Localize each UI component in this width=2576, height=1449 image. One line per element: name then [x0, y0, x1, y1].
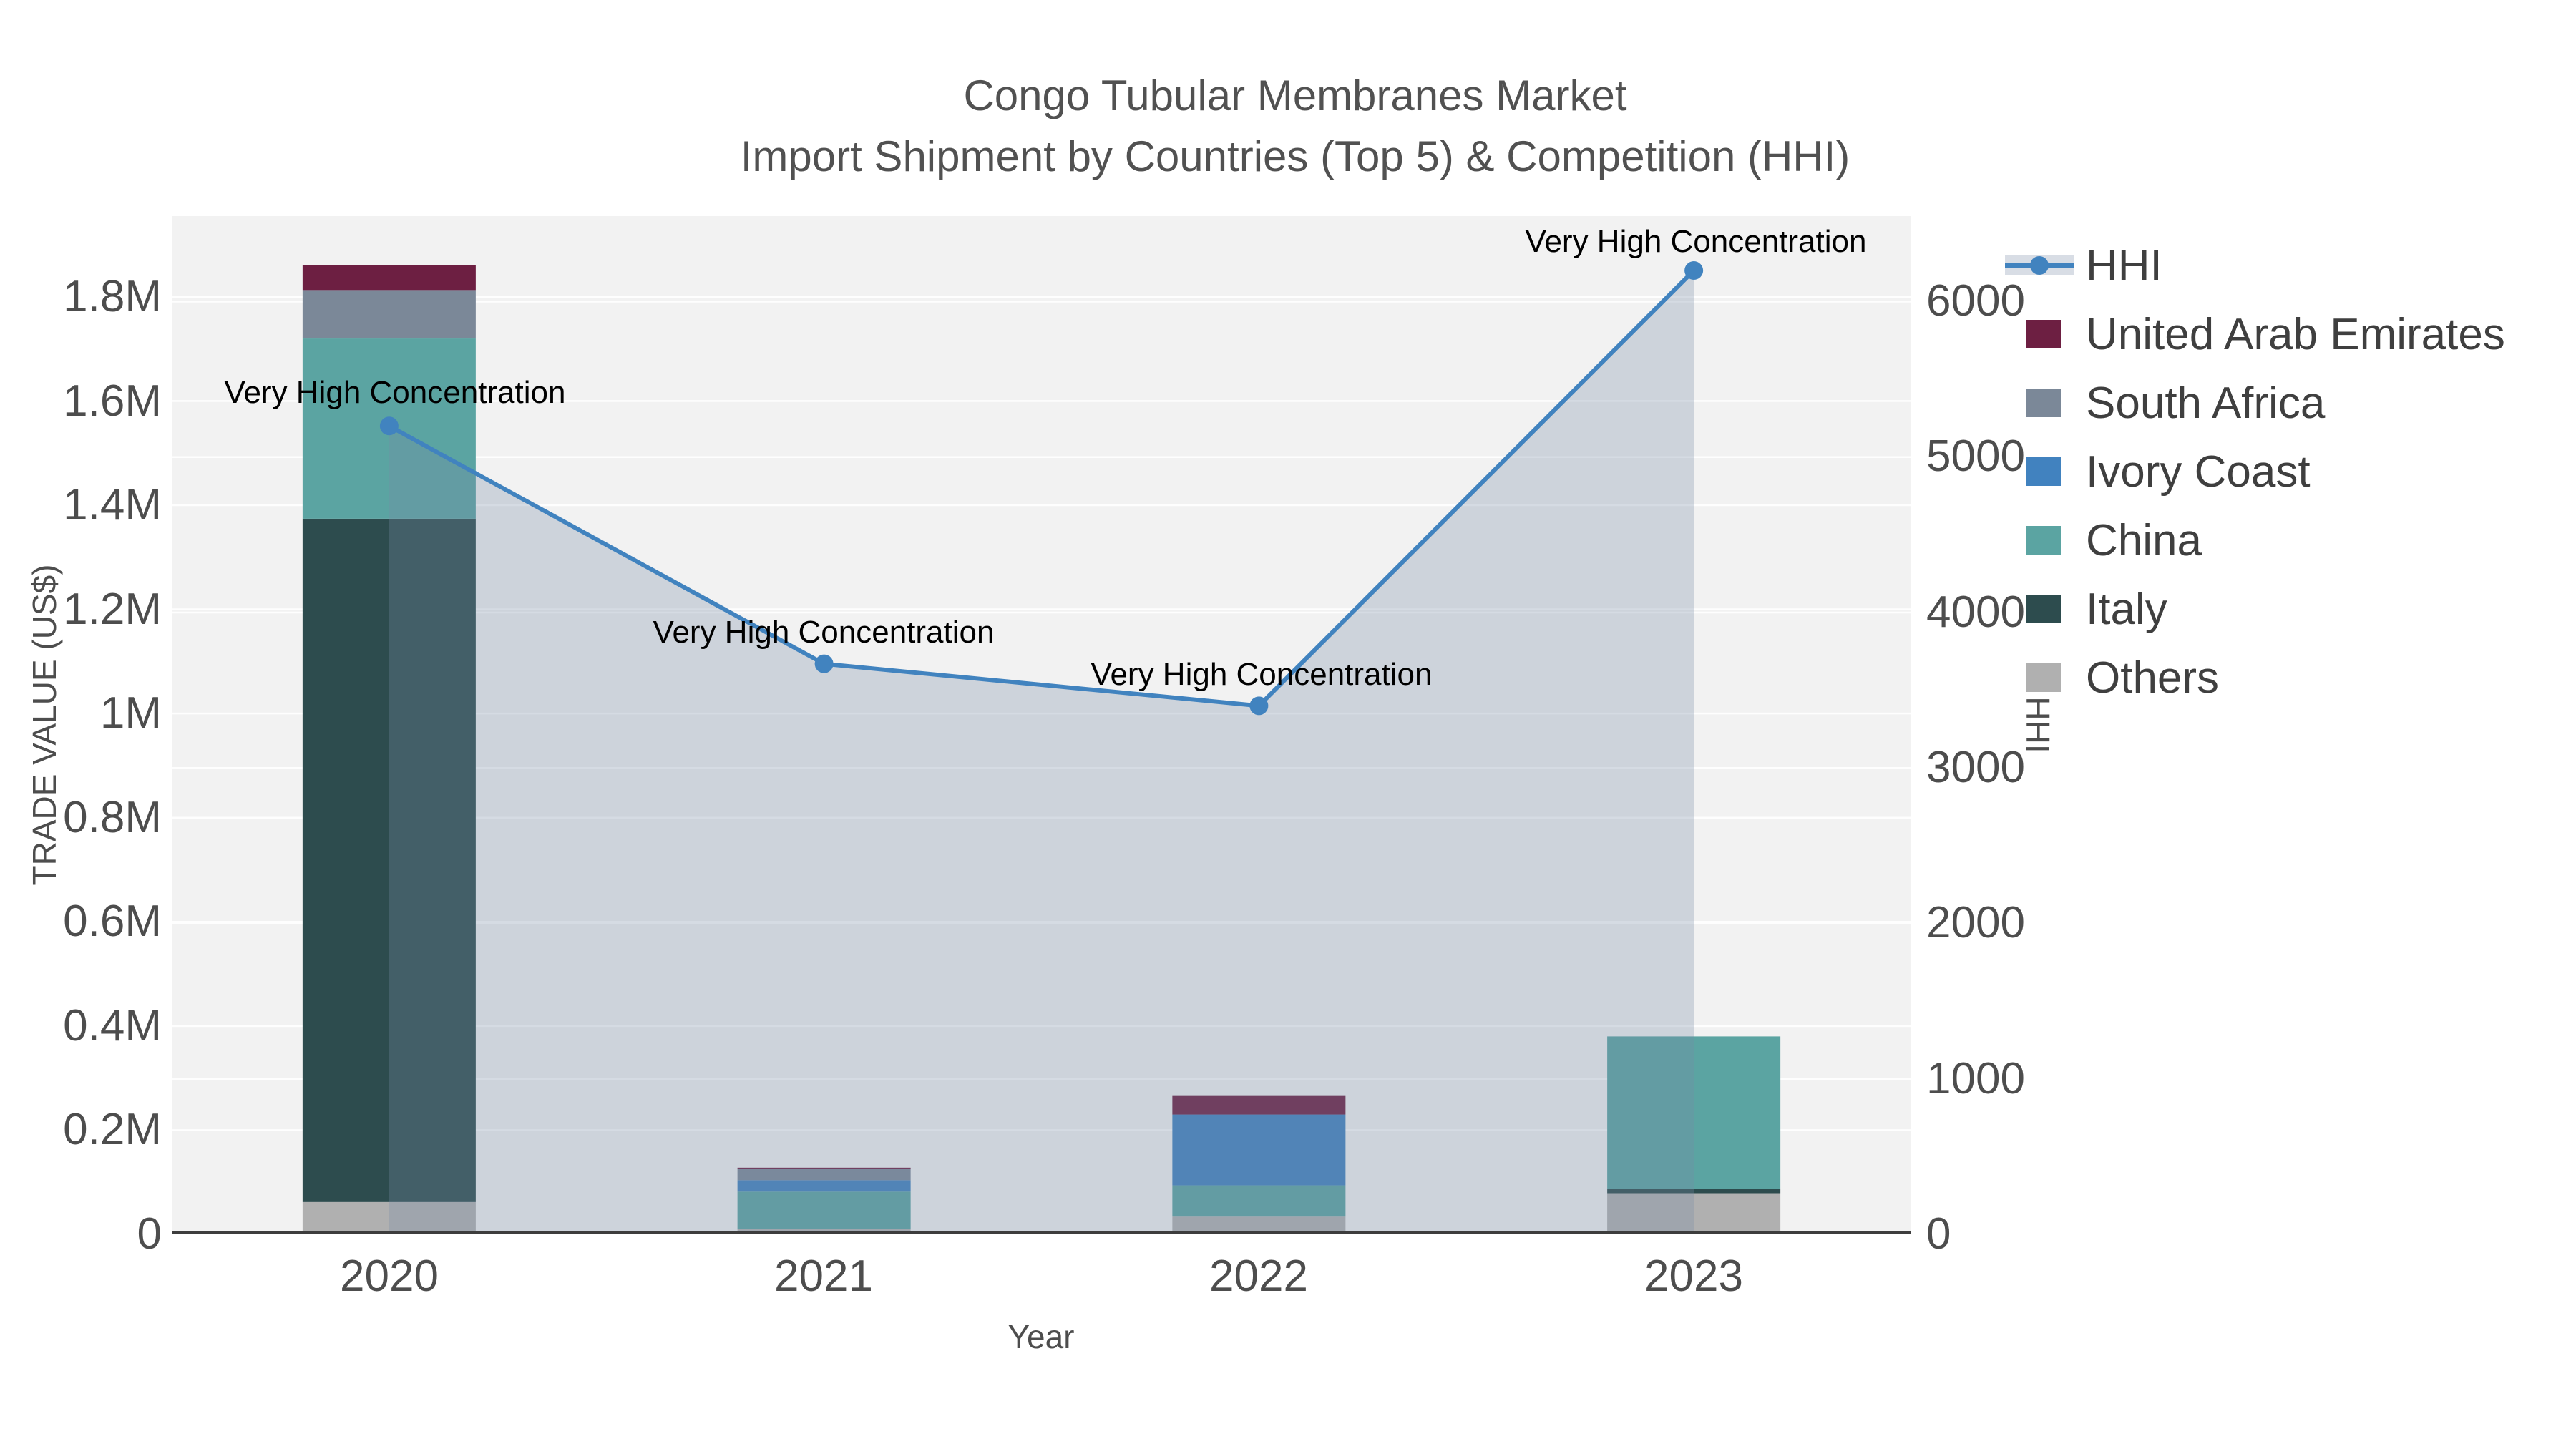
legend: HHI United Arab Emirates South Africa Iv…: [2004, 231, 2505, 712]
bar-segment-china-2023[interactable]: [1607, 1036, 1781, 1189]
legend-item-china[interactable]: China: [2004, 506, 2505, 575]
legend-item-ivory-coast[interactable]: Ivory Coast: [2004, 437, 2505, 506]
ytick-left-1m: 1M: [99, 688, 162, 738]
bar-segment-south-africa-2020[interactable]: [302, 290, 476, 339]
ytick-right-5000: 5000: [1926, 431, 2025, 481]
chart-canvas: [172, 261, 1911, 1234]
ytick-left-06m: 0.6M: [63, 897, 162, 946]
chart-title-line1: Congo Tubular Membranes Market: [963, 72, 1627, 119]
color-swatch-icon: [2026, 526, 2061, 555]
bar-segment-ivory-coast-2021[interactable]: [737, 1180, 911, 1192]
bar-segment-italy-2020[interactable]: [302, 518, 476, 1202]
color-swatch-icon: [2026, 595, 2061, 623]
xtick-2022: 2022: [1209, 1252, 1308, 1301]
ytick-left-04m: 0.4M: [63, 1001, 162, 1050]
ytick-left-08m: 0.8M: [63, 793, 162, 842]
y-axis-title-left: TRADE VALUE (US$): [26, 564, 63, 886]
annotation-2020: Very High Concentration: [224, 375, 566, 410]
color-swatch-icon: [2026, 663, 2061, 692]
hhi-line-swatch-icon: [2005, 255, 2074, 275]
legend-item-south-africa[interactable]: South Africa: [2004, 369, 2505, 437]
xtick-2020: 2020: [340, 1252, 439, 1301]
bar-segment-others-2023[interactable]: [1607, 1193, 1781, 1234]
color-swatch-icon: [2026, 457, 2061, 486]
legend-item-hhi[interactable]: HHI: [2004, 231, 2505, 300]
bar-segment-united-arab-emirates-2020[interactable]: [302, 265, 476, 291]
ytick-right-6000: 6000: [1926, 276, 2025, 326]
legend-label: Others: [2086, 653, 2220, 703]
ytick-right-4000: 4000: [1926, 587, 2025, 637]
ytick-right-1000: 1000: [1926, 1054, 2025, 1103]
hhi-area-fill: [389, 270, 1694, 1234]
ytick-left-16m: 1.6M: [63, 376, 162, 426]
annotation-2023: Very High Concentration: [1525, 224, 1867, 259]
legend-label: South Africa: [2086, 378, 2326, 428]
annotation-2021: Very High Concentration: [653, 615, 995, 650]
ytick-left-18m: 1.8M: [63, 272, 162, 321]
legend-item-others[interactable]: Others: [2004, 643, 2505, 712]
color-swatch-icon: [2026, 320, 2061, 348]
ytick-right-2000: 2000: [1926, 898, 2025, 947]
legend-label: China: [2086, 515, 2202, 565]
legend-label: Italy: [2086, 584, 2167, 634]
ytick-left-0: 0: [137, 1209, 162, 1259]
bar-segment-united-arab-emirates-2021[interactable]: [737, 1167, 911, 1170]
bar-segment-south-africa-2021[interactable]: [737, 1169, 911, 1181]
bar-segment-others-2022[interactable]: [1172, 1216, 1346, 1234]
bar-segment-others-2020[interactable]: [302, 1201, 476, 1234]
legend-item-italy[interactable]: Italy: [2004, 575, 2505, 643]
bar-segment-italy-2023[interactable]: [1607, 1189, 1781, 1194]
ytick-left-02m: 0.2M: [63, 1105, 162, 1154]
legend-label: Ivory Coast: [2086, 447, 2311, 497]
hhi-marker-2020[interactable]: [379, 416, 399, 436]
ytick-right-0: 0: [1926, 1209, 1951, 1259]
bar-segment-china-2022[interactable]: [1172, 1185, 1346, 1217]
annotation-2022: Very High Concentration: [1091, 657, 1433, 692]
bar-segment-united-arab-emirates-2022[interactable]: [1172, 1095, 1346, 1115]
hhi-marker-2022[interactable]: [1249, 696, 1269, 716]
bar-segment-ivory-coast-2022[interactable]: [1172, 1114, 1346, 1186]
x-axis-title: Year: [1008, 1318, 1075, 1355]
legend-item-united-arab-emirates[interactable]: United Arab Emirates: [2004, 300, 2505, 369]
ytick-right-3000: 3000: [1926, 743, 2025, 792]
color-swatch-icon: [2026, 389, 2061, 417]
chart-title-line2: Import Shipment by Countries (Top 5) & C…: [740, 132, 1850, 180]
ytick-left-12m: 1.2M: [63, 585, 162, 634]
xtick-2023: 2023: [1644, 1252, 1743, 1301]
hhi-marker-2021[interactable]: [814, 654, 834, 673]
bar-segment-china-2021[interactable]: [737, 1191, 911, 1229]
xtick-2021: 2021: [774, 1252, 873, 1301]
hhi-line: [388, 268, 1696, 708]
legend-label: United Arab Emirates: [2086, 309, 2505, 359]
plot-area: [172, 216, 1911, 1234]
ytick-left-14m: 1.4M: [63, 480, 162, 530]
legend-label: HHI: [2086, 240, 2162, 291]
hhi-marker-2023[interactable]: [1684, 261, 1704, 280]
